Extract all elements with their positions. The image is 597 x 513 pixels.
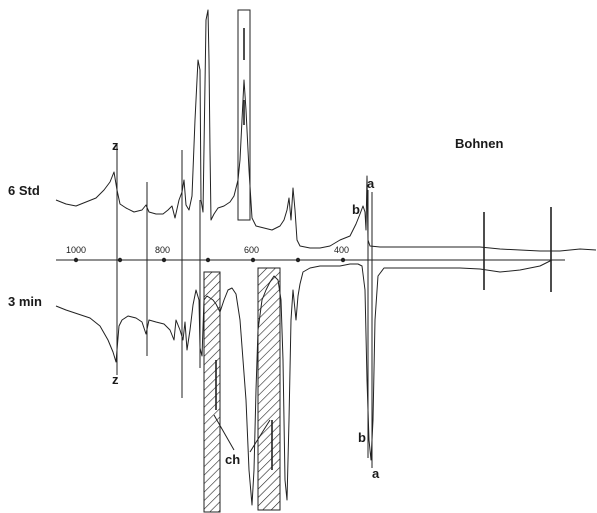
axis-dot — [117, 257, 123, 263]
axis-dot — [205, 257, 211, 263]
axis-tick-label: 600 — [244, 245, 259, 255]
hatched-bands — [203, 267, 281, 513]
label-z-bottom: z — [112, 372, 119, 387]
axis-dot — [250, 257, 256, 263]
ch-leader-left — [213, 414, 235, 451]
label-b-top: b — [352, 202, 360, 217]
label-b-bottom: b — [358, 430, 366, 445]
upper-spectrum-trace — [55, 9, 597, 252]
label-a-top: a — [367, 176, 375, 191]
axis-dot — [161, 257, 167, 263]
axis-dot — [295, 257, 301, 263]
lower-spectrum-trace — [55, 259, 553, 506]
label-ch: ch — [225, 452, 240, 467]
hatched-band-left — [203, 271, 221, 513]
hatched-band-right — [257, 267, 281, 511]
label-a-bottom: a — [372, 466, 380, 481]
ch-leader-right — [249, 419, 271, 453]
label-z-top: z — [112, 138, 119, 153]
upper-trace-label: 6 Std — [8, 183, 40, 198]
marker-lines — [116, 28, 552, 470]
axis-dot — [73, 257, 79, 263]
lower-trace-label: 3 min — [8, 294, 42, 309]
axis-dot — [340, 257, 346, 263]
axis-tick-label: 800 — [155, 245, 170, 255]
upper-band-frame — [237, 9, 251, 221]
diagram-title: Bohnen — [455, 136, 503, 151]
axis-tick-label: 1000 — [66, 245, 86, 255]
axis-tick-label: 400 — [334, 245, 349, 255]
frequency-axis: 1000 800 600 400 — [56, 245, 565, 263]
